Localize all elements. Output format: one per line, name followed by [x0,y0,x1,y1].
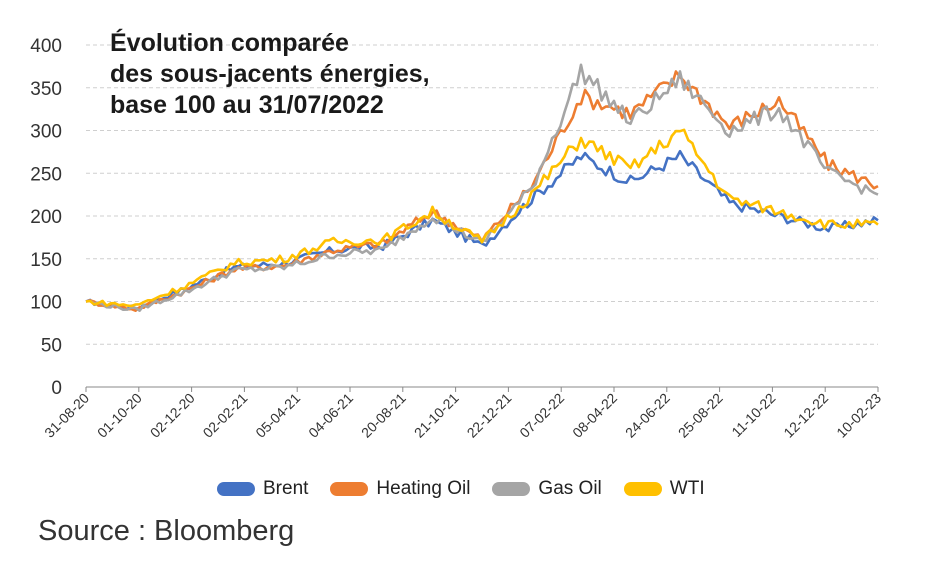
legend-swatch-brent [217,482,255,496]
x-tick-label: 24-06-22 [622,390,673,441]
legend-item-wti: WTI [623,478,705,500]
x-tick-label: 25-08-22 [675,390,726,441]
x-tick-label: 02-02-21 [200,390,251,441]
title-line-3: base 100 au 31/07/2022 [110,91,384,119]
y-tick-label: 150 [30,250,62,271]
y-tick-label: 50 [41,335,62,356]
y-tick-label: 250 [30,164,62,185]
x-tick-label: 22-12-21 [464,390,515,441]
y-tick-label: 200 [30,207,62,228]
x-tick-label: 10-02-23 [833,390,884,441]
title-line-1: Évolution comparée [110,29,349,57]
legend-label-wti: WTI [669,478,705,499]
x-tick-label: 05-04-21 [252,390,303,441]
legend-label-heating-oil: Heating Oil [376,478,471,499]
gridlines [86,44,878,345]
x-axis: 31-08-20 01-10-20 02-12-20 02-02-21 05-04-21… [41,387,884,441]
y-tick-label: 350 [30,79,62,100]
x-tick-label: 02-12-20 [147,390,198,441]
title-line-2: des sous-jacents énergies, [110,60,430,88]
y-tick-label: 0 [51,378,62,399]
y-axis: 0 50 100 150 200 250 300 350 400 [30,36,62,399]
legend-swatch-heating-oil [330,482,369,496]
x-tick-label: 01-10-20 [94,390,145,441]
y-tick-label: 100 [30,293,62,314]
series-line-wti [85,128,879,308]
x-tick-label: 04-06-21 [305,390,356,441]
legend-item-brent: Brent [217,478,308,500]
legend-item-gas-oil: Gas Oil [492,478,602,500]
y-tick-label: 300 [30,122,62,143]
x-tick-label: 21-10-21 [411,390,462,441]
legend-swatch-wti [623,482,662,496]
legend-swatch-gas-oil [492,482,531,496]
x-tick-label: 12-12-22 [780,390,831,441]
legend-label-brent: Brent [263,478,309,499]
legend-label-gas-oil: Gas Oil [538,478,602,499]
x-tick-label: 31-08-20 [41,390,92,441]
legend: Brent Heating Oil Gas Oil WTI [217,478,727,500]
x-tick-label: 11-10-22 [728,390,778,440]
series-lines [85,63,879,313]
chart-title: Évolution comparée des sous-jacents éner… [110,28,430,121]
y-tick-label: 400 [30,36,62,57]
x-tick-label: 08-04-22 [569,390,620,441]
x-tick-label: 20-08-21 [358,390,409,441]
x-tick-label: 07-02-22 [516,390,567,441]
legend-item-heating-oil: Heating Oil [330,478,470,500]
source-note: Source : Bloomberg [38,515,295,547]
